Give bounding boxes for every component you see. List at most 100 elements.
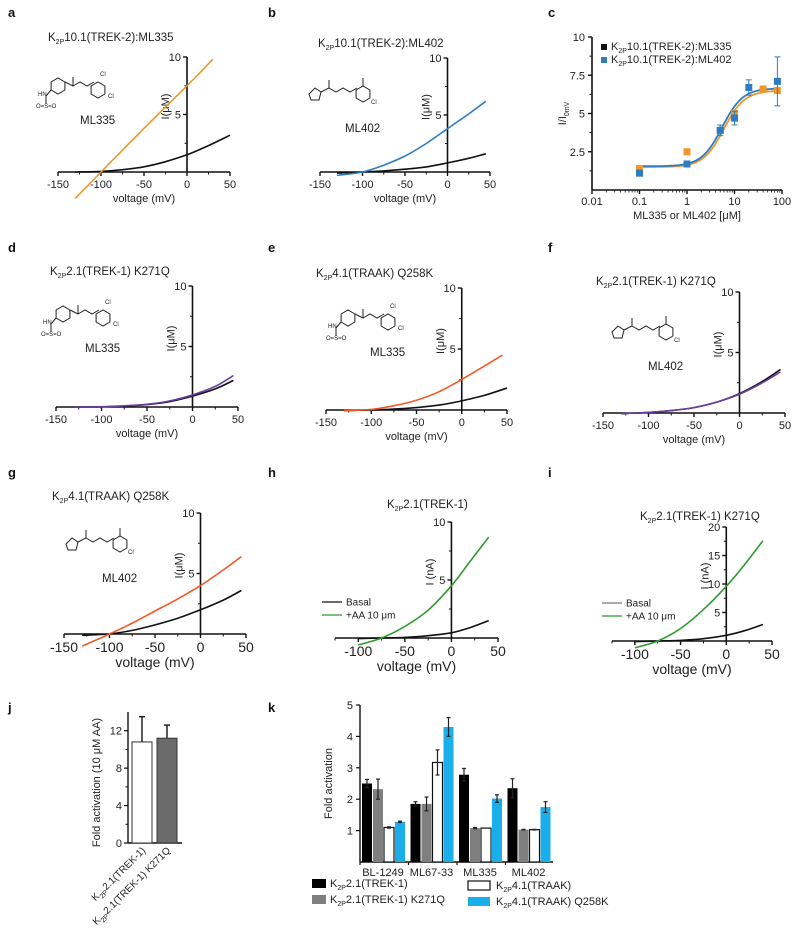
benzene-ring — [112, 535, 128, 553]
x-tick-label: 50 — [224, 179, 236, 191]
category-label: ML402 — [512, 867, 546, 879]
series-line-basal — [634, 623, 764, 643]
x-tick-label: 0.1 — [632, 196, 647, 208]
molecule-label: ML402 — [345, 123, 380, 135]
chart-h-title: K2P2.1(TREK-1) — [387, 499, 468, 513]
legend-marker — [601, 57, 607, 63]
x-axis-label: voltage (mV) — [385, 431, 447, 443]
panel-label-c: c — [548, 5, 555, 20]
x-tick-label: -50 — [397, 179, 413, 191]
legend-label: +AA 10 μm — [626, 612, 675, 623]
series-line-basal — [336, 153, 486, 174]
y-axis-label: I/I0mV — [557, 101, 571, 125]
legend-marker — [601, 44, 607, 50]
chart-i-title-k: K — [640, 511, 648, 523]
x-tick-label: -50 — [395, 643, 415, 659]
cl-label-1: Cl — [100, 72, 106, 78]
bar-ml402-1 — [518, 829, 529, 862]
x-tick-label: -100 — [351, 179, 373, 191]
legend-label-k: K — [330, 894, 338, 906]
x-tick-label: 0 — [459, 417, 465, 429]
legend-label-rest: 10.1(TREK-2):ML335 — [627, 41, 732, 53]
molecule-label: ML335 — [370, 347, 405, 359]
chart-g: K2P4.1(TRAAK) Q258K -150 -100 -50 0 50 5 10 volt… — [50, 491, 254, 670]
chart-d-title-rest: 2.1(TREK-1) K271Q — [66, 266, 170, 278]
legend-label-sub: 2P — [618, 61, 627, 68]
x-tick-label: -150 — [50, 639, 78, 655]
legend-swatch — [312, 895, 326, 904]
x-tick-label: -50 — [686, 420, 702, 432]
x-tick-label: 50 — [232, 414, 244, 426]
x-axis-label: voltage (mV) — [663, 434, 725, 446]
chart-i-title: K2P2.1(TREK-1) K271Q — [640, 511, 760, 525]
x-tick-label: -50 — [136, 179, 152, 191]
y-tick-label: 10 — [708, 579, 720, 591]
cl-label-2: Cl — [108, 94, 114, 100]
x-tick-label: 50 — [764, 646, 780, 662]
y-tick-label: 20 — [708, 522, 720, 534]
sulfonyl-label: O=S=O — [36, 104, 57, 110]
chart-f-title-sub: 2P — [604, 283, 613, 290]
x-tick-label: -100 — [90, 414, 112, 426]
x-tick-label: 50 — [779, 420, 791, 432]
legend-label-sub: 2P — [503, 903, 512, 910]
chart-e-title: K2P4.1(TRAAK) Q258K — [316, 268, 434, 282]
chart-f: K2P2.1(TREK-1) K271Q -150 -100 -50 0 50 5 10 vol… — [592, 276, 791, 446]
data-point-ml402 — [773, 77, 781, 85]
legend-label: K2P10.1(TREK-2):ML335 — [611, 41, 731, 55]
chart-a-title-sub: 2P — [56, 39, 65, 46]
chart-e-title-rest: 4.1(TRAAK) Q258K — [332, 268, 433, 280]
panel-label-i: i — [548, 465, 552, 480]
thiophene-ring — [611, 325, 625, 339]
y-tick-label: 15 — [708, 551, 720, 563]
chart-g-title: K2P4.1(TRAAK) Q258K — [52, 491, 170, 505]
panel-label-h: h — [268, 465, 276, 480]
y-tick-label: 0 — [116, 838, 122, 850]
chart-e: K2P4.1(TRAAK) Q258K -150 -100 -50 0 50 5 10 volt… — [315, 268, 513, 443]
chart-i: K2P2.1(TREK-1) K271Q -100 -50 0 50 5 10 15 20 vol… — [602, 511, 780, 677]
data-point-ml402 — [716, 126, 724, 134]
chart-i-title-rest: 2.1(TREK-1) K271Q — [656, 511, 760, 523]
legend-label-k: K — [611, 54, 619, 66]
category-label: ML335 — [463, 867, 497, 879]
chart-f-title-k: K — [596, 276, 604, 288]
x-tick-label: 1 — [684, 196, 690, 208]
legend-label-sub: 2P — [503, 887, 512, 894]
x-tick-label: -50 — [670, 646, 690, 662]
y-tick-label: 5 — [180, 342, 186, 354]
chart-b: K2P10.1(TREK-2):ML402 -150 -100 -50 0 50 5 10 vo… — [308, 38, 496, 205]
x-axis-label: voltage (mV) — [652, 661, 731, 677]
molecule-structure-ml402: Cl — [65, 528, 134, 556]
bar-ml335-2 — [480, 827, 492, 863]
panel-label-k: k — [268, 700, 276, 715]
y-axis-label: I (nA) — [424, 559, 436, 586]
x-tick-label: -150 — [315, 417, 337, 429]
molecule-label: ML402 — [648, 361, 683, 373]
data-point-ml402 — [731, 114, 738, 122]
amide-ether-chain — [320, 80, 358, 93]
legend-label-k: K — [496, 896, 504, 908]
category-label: BL-1249 — [362, 867, 404, 879]
legend-label-rest: 4.1(TRAAK) Q258K — [512, 896, 609, 908]
bar-ml335-3 — [492, 798, 502, 862]
x-axis-label: voltage (mV) — [115, 654, 194, 670]
benzene-ring-1 — [55, 305, 71, 323]
chart-h-title-sub: 2P — [395, 506, 404, 513]
y-axis-label: I(μM) — [174, 553, 186, 579]
y-tick-label: 7.5 — [570, 70, 585, 82]
bar-ml402-3 — [540, 807, 551, 862]
panel-label-d: d — [8, 240, 16, 255]
y-tick-label: 5 — [175, 110, 181, 122]
y-tick-label: 5 — [727, 348, 733, 360]
y-axis-label-main: I/I — [557, 116, 569, 125]
chart-b-title: K2P10.1(TREK-2):ML402 — [318, 38, 444, 52]
x-tick-label: 0 — [448, 643, 456, 659]
series-line-basal — [75, 134, 231, 173]
benzene-ring-2 — [90, 81, 106, 99]
bar-ml335-0 — [459, 774, 469, 862]
x-axis-label: voltage (mV) — [116, 428, 178, 440]
chart-e-title-k: K — [316, 268, 324, 280]
y-tick-label: 10 — [433, 517, 445, 529]
data-point-ml335 — [636, 165, 643, 173]
